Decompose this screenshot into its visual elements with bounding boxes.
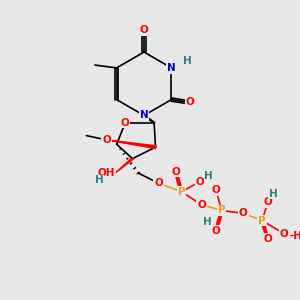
Text: O: O <box>154 178 163 188</box>
Text: P: P <box>218 206 226 215</box>
Text: O: O <box>263 234 272 244</box>
Text: O: O <box>279 229 288 238</box>
Text: O: O <box>186 98 194 107</box>
Text: O: O <box>197 200 206 210</box>
Text: P: P <box>258 216 266 226</box>
Text: O: O <box>263 197 272 207</box>
Polygon shape <box>106 140 155 148</box>
Text: N: N <box>140 110 148 120</box>
Polygon shape <box>115 159 134 173</box>
Text: O: O <box>171 167 180 177</box>
Text: OH: OH <box>98 168 115 178</box>
Text: O: O <box>212 226 220 236</box>
Text: O: O <box>140 26 148 35</box>
Text: N: N <box>167 63 176 73</box>
Text: H: H <box>203 217 212 227</box>
Text: O: O <box>121 118 130 128</box>
Text: -H: -H <box>289 231 300 242</box>
Text: P: P <box>178 187 185 197</box>
Text: O: O <box>212 185 220 195</box>
Text: O: O <box>239 208 248 218</box>
Text: O: O <box>196 177 205 187</box>
Text: H: H <box>183 56 192 66</box>
Text: H: H <box>95 175 104 185</box>
Text: H: H <box>204 171 213 181</box>
Text: H: H <box>269 189 278 199</box>
Text: O: O <box>102 135 111 145</box>
